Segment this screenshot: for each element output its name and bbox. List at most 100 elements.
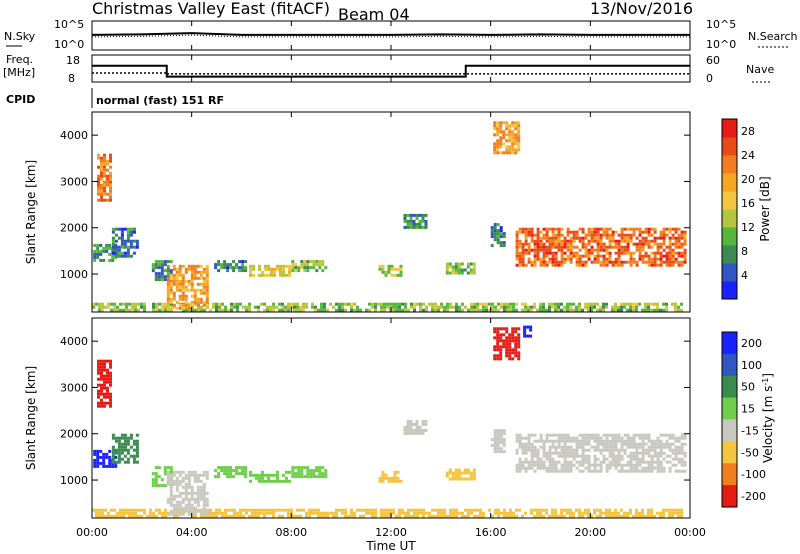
y-tick-label: 4000 — [60, 129, 88, 142]
noise-tick-high-left: 10^5 — [54, 18, 84, 31]
power-colorbar-block — [722, 281, 737, 300]
power-colorbar-block — [722, 155, 737, 174]
power-colorbar-tick: 20 — [741, 173, 755, 186]
power-ylabel: Slant Range [km] — [24, 160, 38, 264]
nave-label: Nave — [746, 63, 774, 76]
velocity-echo-region — [166, 470, 209, 516]
power-echo-region — [493, 121, 521, 155]
velocity-colorbar-frame — [721, 331, 738, 508]
velocity-echo-region — [291, 466, 328, 479]
velocity-echo-region — [214, 466, 248, 479]
station-title: Christmas Valley East (fitACF) — [92, 0, 330, 18]
y-tick-label: 2000 — [60, 428, 88, 441]
noise-panel: N.Sky 10^5 10^0 10^5 10^0 N.Search — [4, 18, 798, 51]
y-tick-label: 4000 — [60, 335, 88, 348]
power-colorbar-block — [722, 191, 737, 210]
nave-tick-low: 0 — [706, 72, 713, 85]
velocity-colorbar-tick: 50 — [741, 381, 755, 394]
date-label: 13/Nov/2016 — [590, 0, 693, 18]
power-colorbar-frame — [721, 118, 738, 300]
y-tick-label: 1000 — [60, 474, 88, 487]
velocity-colorbar-block — [722, 485, 737, 508]
velocity-colorbar-tick: 15 — [741, 403, 755, 416]
power-echo-region — [249, 264, 291, 277]
y-tick-label: 3000 — [60, 175, 88, 188]
power-colorbar-tick: 8 — [741, 245, 748, 258]
y-tick-label: 2000 — [60, 222, 88, 235]
velocity-echo-region — [97, 359, 112, 408]
velocity-colorbar-block — [722, 419, 737, 442]
power-colorbar-block — [722, 137, 737, 156]
power-echo-region — [291, 260, 328, 273]
velocity-colorbar-tick: 200 — [741, 337, 762, 350]
power-echo-region — [445, 262, 476, 275]
power-colorbar-tick: 4 — [741, 269, 748, 282]
velocity-colorbar-block — [722, 397, 737, 420]
freq-label: Freq. — [6, 53, 33, 66]
power-colorbar-tick: 16 — [741, 197, 755, 210]
nave-series-line — [92, 72, 690, 75]
y-tick-label: 3000 — [60, 381, 88, 394]
power-colorbar-block — [722, 263, 737, 282]
power-echo-region — [378, 264, 403, 277]
power-echo-region — [515, 227, 687, 267]
power-colorbar-block — [722, 209, 737, 228]
power-echo-region — [403, 213, 428, 229]
power-colorbar-block — [722, 227, 737, 246]
nsearch-label: N.Search — [748, 30, 798, 43]
freq-panel: Freq. [MHz] 18 8 60 0 Nave — [3, 53, 774, 85]
velocity-colorbar-block — [722, 441, 737, 464]
power-colorbar-tick: 12 — [741, 221, 755, 234]
freq-tick-low: 8 — [68, 72, 75, 85]
freq-unit: [MHz] — [3, 66, 35, 79]
velocity-echo-region — [378, 470, 403, 483]
velocity-panel-frame — [91, 317, 691, 519]
freq-tick-high: 18 — [66, 54, 80, 67]
velocity-colorbar-block — [722, 332, 737, 355]
x-tick-label: 00:00 — [76, 526, 108, 539]
velocity-colorbar-block — [722, 463, 737, 486]
power-panel: 1000 2000 3000 4000 Slant Range [km] — [24, 111, 691, 313]
velocity-echo-region — [445, 468, 476, 481]
velocity-echo-region — [403, 419, 428, 435]
velocity-colorbar-tick: -50 — [741, 446, 759, 459]
velocity-echo-region — [249, 470, 291, 483]
velocity-colorbar: 200 100 50 15 -15 -50 -100 -200 Velocity [m s-1… — [721, 331, 776, 508]
velocity-colorbar-label: Velocity [m s-1] — [761, 373, 776, 463]
x-tick-label: 00:00 — [674, 526, 706, 539]
freq-series-line — [92, 64, 690, 78]
velocity-echo-region — [493, 327, 521, 361]
power-colorbar-label: Power [dB] — [758, 176, 772, 241]
power-colorbar-tick: 28 — [741, 125, 755, 138]
power-colorbar-block — [722, 119, 737, 138]
x-tick-label: 12:00 — [375, 526, 407, 539]
nsky-label: N.Sky — [4, 30, 36, 43]
noise-tick-high-right: 10^5 — [706, 18, 736, 31]
beam-label: Beam 04 — [338, 5, 410, 24]
y-tick-label: 1000 — [60, 268, 88, 281]
noise-series-line — [91, 32, 690, 36]
velocity-echo-region — [523, 325, 533, 338]
nave-tick-high: 60 — [706, 54, 720, 67]
velocity-colorbar-block — [722, 375, 737, 399]
power-colorbar-block — [722, 245, 737, 264]
velocity-colorbar-tick: -15 — [741, 424, 759, 437]
velocity-colorbar-tick: -200 — [741, 490, 766, 503]
x-axis: 00:00 04:00 08:00 12:00 16:00 20:00 00:00 — [76, 21, 706, 539]
velocity-colorbar-block — [722, 353, 737, 377]
velocity-echo-region — [93, 449, 118, 468]
x-tick-label: 04:00 — [176, 526, 208, 539]
x-axis-label: Time UT — [365, 539, 416, 553]
velocity-colorbar-tick: 100 — [741, 359, 762, 372]
cpid-text: normal (fast) 151 RF — [96, 94, 224, 107]
power-colorbar-tick: 24 — [741, 149, 755, 162]
nsearch-series-line — [91, 34, 690, 38]
velocity-echo-region — [490, 429, 506, 454]
velocity-echo-region — [111, 433, 139, 464]
power-echo-region — [214, 260, 248, 273]
x-tick-label: 08:00 — [275, 526, 307, 539]
noise-tick-low-left: 10^0 — [54, 38, 84, 51]
power-echo-region — [490, 223, 506, 248]
x-tick-label: 20:00 — [574, 526, 606, 539]
